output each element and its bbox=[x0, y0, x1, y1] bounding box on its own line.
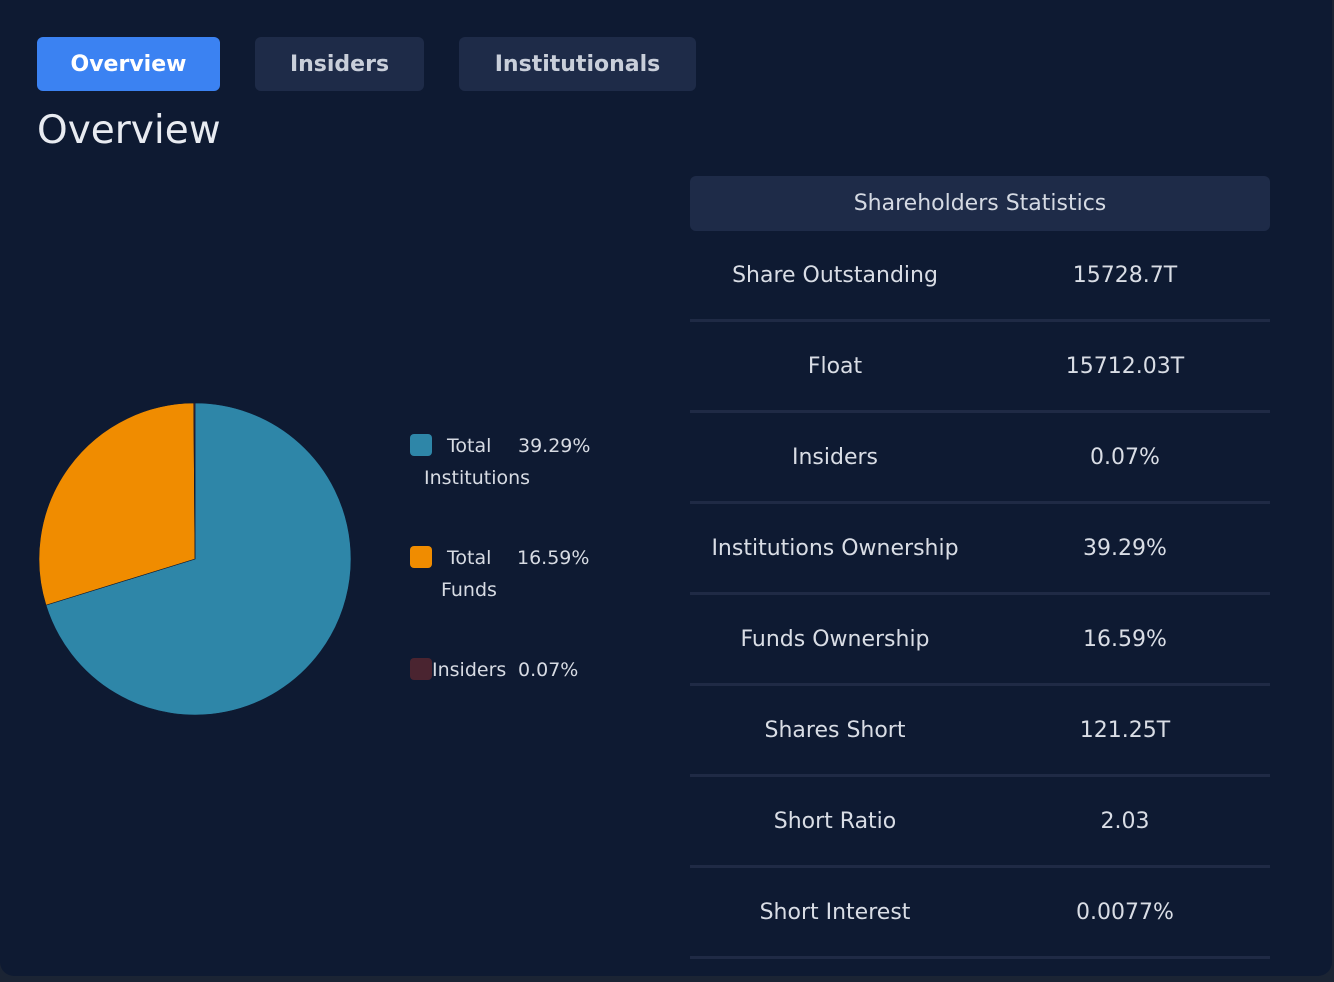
page-title: Overview bbox=[37, 108, 221, 153]
tab-insiders[interactable]: Insiders bbox=[255, 37, 424, 91]
tab-institutionals[interactable]: Institutionals bbox=[459, 37, 696, 91]
table-row: Insiders 0.07% bbox=[690, 413, 1270, 504]
legend-label: Total bbox=[447, 547, 492, 569]
legend-label-line2: Institutions bbox=[424, 467, 531, 489]
stat-value: 39.29% bbox=[1083, 535, 1167, 561]
stat-value: 15728.7T bbox=[1072, 262, 1178, 288]
pie-slice-total-funds[interactable] bbox=[38, 402, 196, 606]
stat-label: Float bbox=[807, 353, 863, 379]
pie-slice-total-institutions[interactable] bbox=[45, 402, 352, 716]
stat-value: 121.25T bbox=[1079, 717, 1171, 743]
table-row: Shares Short 121.25T bbox=[690, 686, 1270, 777]
table-row: Short Ratio 2.03 bbox=[690, 777, 1270, 868]
ownership-pie-chart bbox=[37, 401, 353, 717]
stat-label: Short Ratio bbox=[773, 808, 897, 834]
table-row: Short Interest 0.0077% bbox=[690, 868, 1270, 959]
legend-label: Total bbox=[447, 435, 492, 457]
legend-value: 16.59% bbox=[517, 547, 590, 569]
stats-header: Shareholders Statistics bbox=[690, 176, 1270, 231]
stat-value: 0.07% bbox=[1090, 444, 1160, 470]
stat-label: Short Interest bbox=[759, 899, 911, 925]
stat-value: 0.0077% bbox=[1076, 899, 1174, 925]
stat-label: Funds Ownership bbox=[740, 626, 930, 652]
table-row: Funds Ownership 16.59% bbox=[690, 595, 1270, 686]
stat-value: 15712.03T bbox=[1065, 353, 1185, 379]
stat-label: Insiders bbox=[791, 444, 878, 470]
table-row: Institutions Ownership 39.29% bbox=[690, 504, 1270, 595]
tab-overview[interactable]: Overview bbox=[37, 37, 220, 91]
stat-label: Share Outstanding bbox=[732, 262, 938, 288]
table-row: Float 15712.03T bbox=[690, 322, 1270, 413]
legend-label: Insiders bbox=[432, 659, 507, 681]
legend-swatch-insiders bbox=[410, 658, 432, 680]
stat-value: 16.59% bbox=[1083, 626, 1167, 652]
legend-swatch-institutions bbox=[410, 434, 432, 456]
legend-swatch-funds bbox=[410, 546, 432, 568]
stat-value: 2.03 bbox=[1100, 808, 1150, 834]
stat-label: Shares Short bbox=[764, 717, 906, 743]
pie-slice-insiders[interactable] bbox=[193, 402, 196, 560]
legend-label-line2: Funds bbox=[441, 579, 497, 601]
legend-value: 39.29% bbox=[518, 435, 591, 457]
stat-label: Institutions Ownership bbox=[711, 535, 959, 561]
pie-svg bbox=[38, 402, 352, 716]
shareholders-statistics-table: Shareholders Statistics Share Outstandin… bbox=[690, 176, 1270, 959]
legend-value: 0.07% bbox=[518, 659, 579, 681]
table-row: Share Outstanding 15728.7T bbox=[690, 231, 1270, 322]
